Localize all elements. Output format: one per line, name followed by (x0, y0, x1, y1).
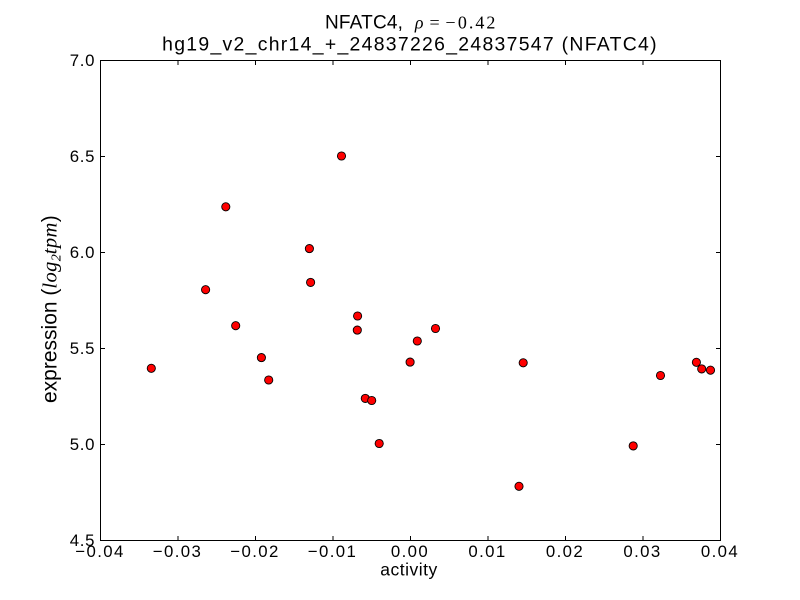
svg-text:0.04: 0.04 (701, 542, 739, 561)
svg-text:0.00: 0.00 (391, 542, 429, 561)
svg-text:hg19_v2_chr14_+_24837226_24837: hg19_v2_chr14_+_24837226_24837547 (NFATC… (162, 34, 658, 56)
svg-text:0.03: 0.03 (623, 542, 661, 561)
svg-text:activity: activity (380, 560, 437, 580)
svg-text:−0.01: −0.01 (308, 542, 357, 561)
svg-text:−0.03: −0.03 (153, 542, 202, 561)
svg-text:0.02: 0.02 (546, 542, 584, 561)
svg-text:NFATC4, ρ = −: NFATC4, ρ = − 0.42 (325, 13, 497, 34)
svg-text:5.0: 5.0 (70, 435, 95, 454)
svg-text:0.01: 0.01 (468, 542, 506, 561)
svg-text:5.5: 5.5 (70, 339, 95, 358)
svg-text:−0.04: −0.04 (75, 542, 124, 561)
svg-text:7.0: 7.0 (70, 51, 95, 70)
svg-text:−0.02: −0.02 (230, 542, 279, 561)
svg-text:6.5: 6.5 (70, 147, 95, 166)
svg-text:4.5: 4.5 (70, 531, 95, 550)
svg-text:expression (log2tpm): expression (log2tpm) (39, 215, 65, 403)
svg-text:6.0: 6.0 (70, 243, 95, 262)
